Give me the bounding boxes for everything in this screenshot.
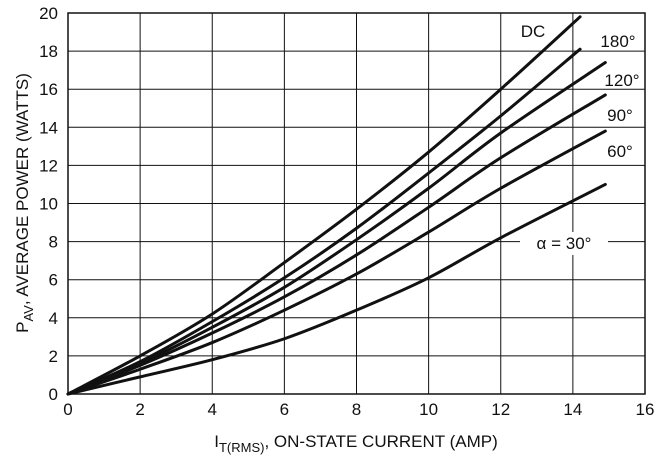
series-label: DC [521,22,546,41]
x-tick-label: 14 [563,400,582,419]
x-tick-label: 4 [208,400,217,419]
y-tick-label: 0 [49,385,58,404]
x-tick-label: 8 [352,400,361,419]
y-tick-label: 10 [39,195,58,214]
y-tick-label: 16 [39,80,58,99]
grid-layer [68,13,645,394]
x-tick-label: 16 [636,400,655,419]
series-label: 60° [607,142,633,161]
x-tick-label: 10 [419,400,438,419]
x-tick-label: 12 [491,400,510,419]
curve-layer [66,15,607,396]
series-line [66,15,582,396]
y-tick-label: 20 [39,4,58,23]
x-tick-label: 6 [280,400,289,419]
x-tick-label: 0 [63,400,72,419]
y-tick-label: 12 [39,156,58,175]
y-axis-label: PAV, AVERAGE POWER (WATTS) [13,73,36,333]
y-tick-label: 6 [49,271,58,290]
series-line [66,61,607,396]
series-label: 90° [607,106,633,125]
series-label: α = 30° [537,234,592,253]
series-line [66,129,607,396]
y-tick-label: 14 [39,118,58,137]
series-label: 120° [604,71,639,90]
y-tick-label: 4 [49,309,58,328]
series-line [66,93,607,396]
y-tick-label: 2 [49,347,58,366]
series-line [66,182,607,396]
plot-frame [67,12,646,395]
tick-label-layer: 0 2 4 6 8 10 12 14 16 0 2 4 6 8 10 12 14 16 18 20 [39,4,654,419]
series-label: 180° [600,32,635,51]
series-line [66,47,582,396]
x-axis-label: IT(RMS), ON-STATE CURRENT (AMP) [214,432,498,455]
y-tick-label: 18 [39,42,58,61]
curve-label-background [520,232,608,255]
curve-label-layer: DC 180° 120° 90° 60° α = 30° [520,22,640,255]
y-tick-label: 8 [49,233,58,252]
x-tick-label: 2 [135,400,144,419]
